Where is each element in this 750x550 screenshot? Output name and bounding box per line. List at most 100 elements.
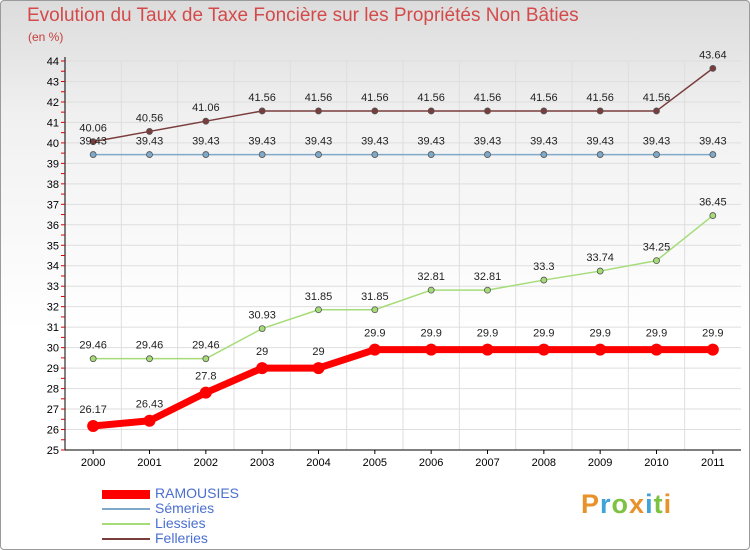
- data-point: [484, 151, 491, 158]
- series-ramousies: 26.17 26.43 27.8 29 29 29.9 29.9 29.9 29.9 29.9 29…: [79, 328, 724, 433]
- x-tick-label: 2011: [701, 457, 725, 469]
- data-label: 39.43: [192, 136, 220, 148]
- data-label: 41.56: [530, 92, 558, 104]
- data-label: 29: [312, 346, 324, 358]
- data-label: 41.06: [192, 102, 220, 114]
- data-point: [540, 276, 548, 284]
- logo-letter: o: [611, 489, 630, 519]
- data-label: 29.9: [477, 328, 498, 340]
- y-tick-label: 25: [47, 445, 59, 457]
- data-label: 32.81: [474, 271, 502, 283]
- data-label: 39.43: [248, 136, 276, 148]
- data-point: [256, 362, 269, 375]
- data-point: [427, 286, 435, 294]
- data-label: 39.43: [361, 136, 389, 148]
- data-point: [484, 286, 491, 294]
- legend-swatch: [102, 523, 150, 525]
- data-point: [540, 151, 548, 158]
- data-point: [146, 128, 153, 135]
- data-label: 29.46: [192, 340, 220, 352]
- data-label: 39.43: [530, 136, 558, 148]
- data-label: 26.43: [136, 399, 164, 411]
- data-label: 29.46: [79, 340, 107, 352]
- y-tick-label: 38: [47, 179, 59, 191]
- data-point: [427, 151, 435, 158]
- data-point: [540, 107, 548, 115]
- data-label: 41.56: [361, 92, 389, 104]
- data-point: [653, 151, 660, 158]
- x-tick-label: 2010: [644, 457, 668, 469]
- data-point: [202, 151, 210, 158]
- data-point: [481, 343, 494, 356]
- data-label: 41.56: [417, 92, 445, 104]
- series-sémeries: 39.43 39.43 39.43 39.43 39.43 39.43 39.43 39.43…: [79, 136, 727, 158]
- chart-title: Evolution du Taux de Taxe Foncière sur l…: [27, 5, 579, 26]
- legend-label: Liessies: [155, 515, 206, 531]
- data-label: 39.43: [586, 136, 614, 148]
- data-label: 29.46: [136, 340, 164, 352]
- logo-letter: r: [600, 489, 612, 519]
- legend-label: Felleries: [155, 530, 208, 546]
- y-tick-label: 28: [47, 384, 59, 396]
- data-point: [371, 107, 379, 115]
- data-label: 27.8: [195, 371, 216, 383]
- proxiti-logo: Proxiti: [581, 489, 672, 520]
- y-tick-label: 35: [47, 240, 59, 252]
- data-point: [312, 362, 325, 375]
- data-point: [89, 138, 97, 146]
- data-point: [315, 151, 322, 158]
- data-label: 29.9: [364, 328, 385, 340]
- logo-letter: x: [629, 489, 646, 519]
- data-label: 41.56: [643, 92, 671, 104]
- y-tick-label: 27: [47, 404, 59, 416]
- data-point: [653, 257, 660, 265]
- data-label: 41.56: [305, 92, 333, 104]
- data-point: [537, 343, 550, 356]
- data-point: [146, 151, 153, 158]
- x-tick-label: 2005: [363, 457, 387, 469]
- data-label: 32.81: [417, 271, 445, 283]
- data-label: 39.43: [136, 136, 164, 148]
- data-label: 39.43: [699, 136, 727, 148]
- y-tick-label: 29: [47, 363, 59, 375]
- data-label: 39.43: [643, 136, 671, 148]
- data-label: 33.74: [586, 252, 614, 264]
- logo-letter: t: [653, 489, 664, 519]
- data-point: [706, 343, 719, 356]
- data-label: 31.85: [361, 291, 389, 303]
- y-axis-unit: (en %): [28, 30, 64, 44]
- y-tick-label: 37: [47, 199, 59, 211]
- data-label: 41.56: [474, 92, 502, 104]
- legend-swatch: [102, 489, 150, 499]
- series-line: [93, 214, 714, 360]
- data-label: 40.56: [136, 112, 164, 124]
- x-tick-label: 2003: [250, 457, 274, 469]
- x-tick-label: 2001: [137, 457, 161, 469]
- y-tick-label: 31: [47, 322, 59, 334]
- data-label: 39.43: [417, 136, 445, 148]
- data-point: [146, 355, 153, 363]
- data-point: [425, 343, 438, 356]
- data-point: [484, 107, 491, 115]
- data-label: 29.9: [589, 328, 610, 340]
- data-label: 33.3: [533, 261, 554, 273]
- data-point: [596, 107, 604, 115]
- logo-letter: i: [663, 489, 673, 519]
- series-line: [93, 67, 714, 143]
- y-tick-label: 39: [47, 158, 59, 170]
- logo-letter: i: [645, 489, 654, 519]
- data-point: [258, 325, 266, 332]
- data-point: [315, 107, 322, 115]
- data-point: [368, 343, 381, 356]
- data-point: [89, 151, 97, 158]
- y-tick-label: 30: [47, 343, 59, 355]
- data-label: 40.06: [79, 123, 107, 135]
- data-label: 29.9: [420, 328, 441, 340]
- data-label: 39.43: [79, 136, 107, 148]
- data-point: [653, 107, 660, 115]
- data-label: 34.25: [643, 242, 671, 254]
- legend-label: RAMOUSIES: [155, 485, 240, 501]
- data-label: 29.9: [702, 328, 723, 340]
- legend-swatch: [102, 538, 150, 540]
- data-point: [202, 355, 210, 363]
